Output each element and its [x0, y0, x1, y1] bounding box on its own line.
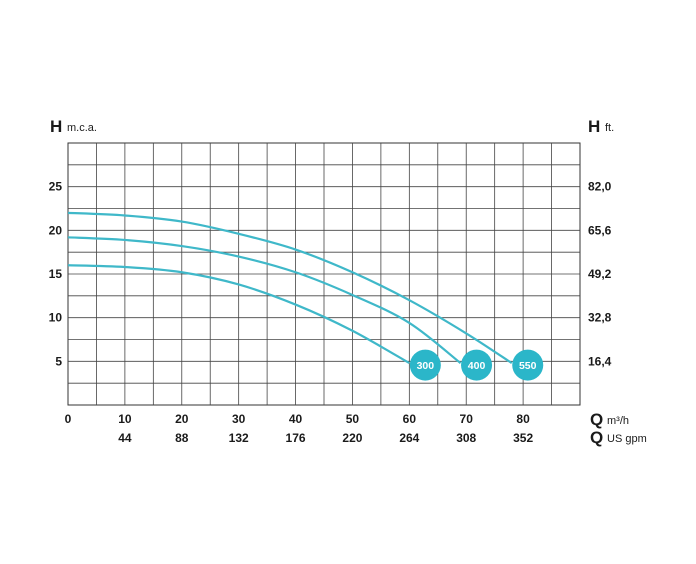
series-badge-label-400: 400	[468, 360, 486, 372]
left-axis-unit: m.c.a.	[67, 122, 97, 134]
x-primary-tick-label: 60	[403, 412, 417, 426]
x-primary-letter: Q	[590, 410, 603, 429]
x-secondary-tick-label: 132	[229, 431, 249, 445]
x-secondary-tick-label: 352	[513, 431, 533, 445]
x-primary-tick-label: 50	[346, 412, 360, 426]
x-primary-unit: m³/h	[607, 415, 629, 427]
x-secondary-tick-label: 220	[342, 431, 362, 445]
right-axis-tick-label: 49,2	[588, 267, 612, 281]
x-primary-tick-label: 20	[175, 412, 189, 426]
series-badge-300	[409, 349, 441, 381]
left-axis-tick-label: 20	[49, 223, 63, 237]
pump-curve-550	[67, 211, 513, 365]
x-primary-tick-label: 80	[516, 412, 530, 426]
left-axis-tick-label: 5	[55, 354, 62, 368]
pump-curve-300	[67, 264, 410, 365]
x-secondary-tick-label: 88	[175, 431, 189, 445]
x-primary-tick-label: 0	[65, 412, 72, 426]
pump-curve-400	[67, 236, 462, 364]
grid	[67, 142, 581, 406]
left-axis-letter: H	[50, 117, 62, 136]
right-axis-tick-label: 82,0	[588, 180, 612, 194]
x-primary-tick-label: 30	[232, 412, 246, 426]
pump-curves	[67, 211, 513, 365]
left-axis-tick-label: 15	[49, 267, 63, 281]
x-secondary-letter: Q	[590, 428, 603, 447]
x-secondary-tick-label: 308	[456, 431, 476, 445]
right-axis-unit: ft.	[605, 122, 614, 134]
x-primary-tick-label: 40	[289, 412, 303, 426]
right-axis-tick-label: 32,8	[588, 311, 612, 325]
left-axis-tick-label: 25	[49, 180, 63, 194]
x-secondary-tick-label: 264	[399, 431, 419, 445]
right-axis-letter: H	[588, 117, 600, 136]
series-badge-label-550: 550	[519, 360, 537, 372]
left-axis-tick-label: 10	[49, 311, 63, 325]
series-badge-550	[512, 349, 544, 381]
x-secondary-unit: US gpm	[607, 433, 647, 445]
tick-labels: 5 10 15 20 25 16,4 32,8 49,2 65,6 82,0 0 10 20 30 40 50…	[49, 180, 612, 445]
series-badge-400	[461, 349, 493, 381]
x-secondary-tick-label: 176	[286, 431, 306, 445]
x-primary-tick-label: 70	[460, 412, 474, 426]
series-badges: 300 400 550	[409, 349, 544, 381]
x-secondary-tick-label: 44	[118, 431, 132, 445]
right-axis-tick-label: 16,4	[588, 354, 612, 368]
series-badge-label-300: 300	[417, 360, 435, 372]
right-axis-tick-label: 65,6	[588, 223, 612, 237]
x-primary-tick-label: 10	[118, 412, 132, 426]
